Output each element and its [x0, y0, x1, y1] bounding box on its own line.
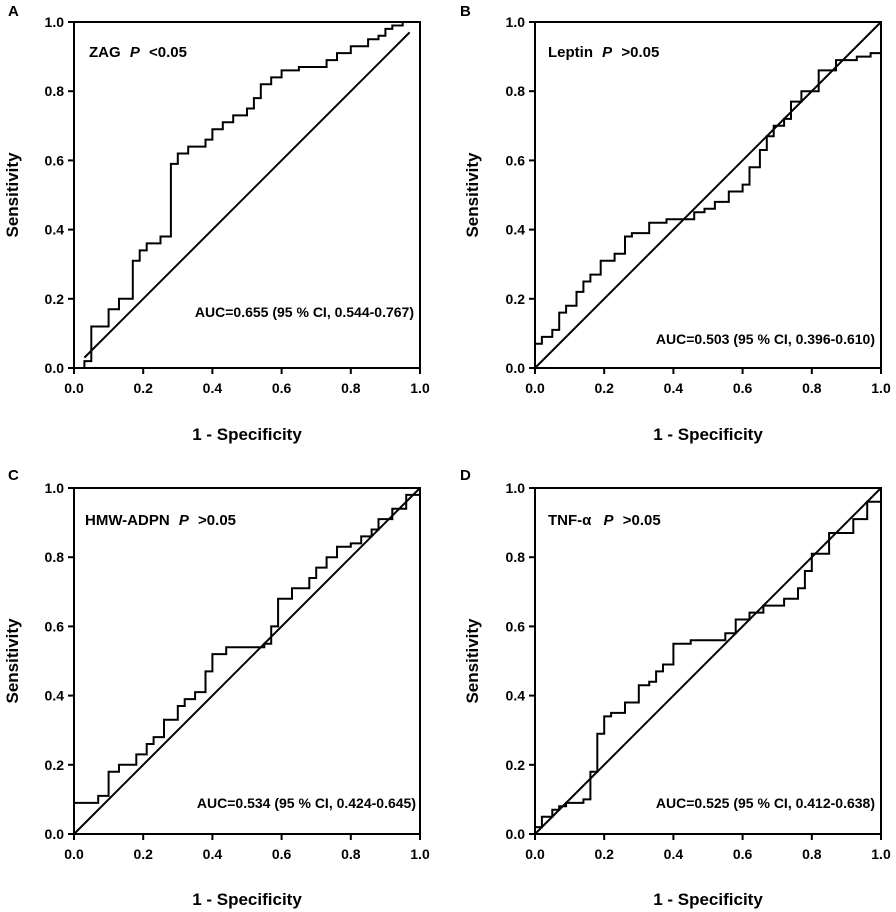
- panel-a-x-tick-label: 0.4: [203, 380, 223, 396]
- panel-c-y-tick-label: 1.0: [45, 480, 65, 496]
- panel-b-x-tick-label: 0.8: [802, 380, 822, 396]
- panel-d-y-tick-label: 0.6: [506, 618, 526, 634]
- panel-b-marker-name: Leptin: [548, 44, 593, 61]
- panel-c: C 0.0 0.2 0.4 0.6 0.8 1.0 0.0 0.2 0.4 0.6 0.8 1.0 H…: [3, 467, 430, 909]
- panel-d-y-axis-title: Sensitivity: [463, 618, 482, 704]
- panel-c-x-axis-title: 1 - Specificity: [192, 890, 302, 909]
- panel-c-plot-frame: [73, 487, 421, 835]
- panel-a-reference-line: [83, 31, 411, 359]
- panel-a-x-axis-title: 1 - Specificity: [192, 425, 302, 444]
- panel-d-x-tick-label: 1.0: [871, 846, 891, 862]
- panel-d-y-tick-label: 0.2: [506, 757, 526, 773]
- panel-d-p-label: P: [604, 512, 615, 529]
- panel-c-reference-line: [73, 487, 421, 835]
- panel-c-x-tick-label: 0.6: [272, 846, 292, 862]
- panel-c-x-tick-label: 0.8: [341, 846, 361, 862]
- panel-d: D 0.0 0.2 0.4 0.6 0.8 1.0 0.0 0.2 0.4 0.6 0.8 1.0 T…: [460, 467, 891, 909]
- panel-d-reference-line: [534, 487, 882, 835]
- panel-c-roc-curve: [73, 493, 420, 834]
- panel-c-auc-label: AUC=0.534 (95 % CI, 0.424-0.645): [197, 795, 416, 811]
- panel-b-inset-label: Leptin P >0.05: [548, 44, 659, 61]
- panel-a-letter: A: [8, 3, 19, 20]
- panel-d-y-tick-label: 0.4: [506, 688, 526, 704]
- panel-b-y-tick-label: 0.2: [506, 291, 526, 307]
- panel-b-x-tick-label: 0.6: [733, 380, 753, 396]
- panel-c-letter: C: [8, 467, 19, 484]
- panel-b-y-tick-label: 0.4: [506, 222, 526, 238]
- panel-c-x-tick-label: 0.4: [203, 846, 223, 862]
- panel-a-y-tick-label: 0.4: [45, 222, 65, 238]
- panel-d-x-tick-label: 0.8: [802, 846, 822, 862]
- panel-d-x-tick-label: 0.2: [594, 846, 614, 862]
- panel-c-x-tick-label: 0.0: [64, 846, 84, 862]
- panel-d-letter: D: [460, 467, 471, 484]
- panel-b-letter: B: [460, 3, 471, 20]
- panel-a-y-tick-label: 0.2: [45, 291, 65, 307]
- panel-b-y-tick-label: 0.6: [506, 152, 526, 168]
- panel-c-p-label: P: [179, 512, 190, 529]
- panel-c-p-value: >0.05: [198, 512, 236, 529]
- panel-a: A 0.0 0.2 0.4 0.6 0.8 1.0 0.0 0.2 0.4 0.6 0.8 1.0 Z…: [3, 3, 430, 444]
- panel-c-y-tick-label: 0.2: [45, 757, 65, 773]
- panel-b-auc-label: AUC=0.503 (95 % CI, 0.396-0.610): [656, 331, 875, 347]
- panel-a-x-tick-label: 0.2: [133, 380, 153, 396]
- panel-b-reference-line: [534, 21, 882, 369]
- panel-d-y-tick-label: 0.0: [506, 826, 526, 842]
- panel-a-x-tick-label: 0.0: [64, 380, 84, 396]
- panel-c-y-tick-label: 0.6: [45, 618, 65, 634]
- panel-c-x-tick-label: 0.2: [133, 846, 153, 862]
- panel-d-x-tick-label: 0.0: [525, 846, 545, 862]
- panel-a-p-label: P: [130, 44, 141, 61]
- panel-a-marker-name: ZAG: [89, 44, 121, 61]
- panel-d-marker-name: TNF-α: [548, 512, 592, 529]
- panel-b-y-tick-label: 1.0: [506, 14, 526, 30]
- panel-c-y-tick-label: 0.8: [45, 549, 65, 565]
- panel-d-x-axis-title: 1 - Specificity: [653, 890, 763, 909]
- panel-d-p-value: >0.05: [623, 512, 661, 529]
- panel-b-plot-frame: [534, 21, 882, 369]
- panel-a-y-tick-label: 0.8: [45, 83, 65, 99]
- panel-a-inset-label: ZAG P <0.05: [89, 44, 187, 61]
- panel-b-x-tick-label: 1.0: [871, 380, 891, 396]
- panel-b: B 0.0 0.2 0.4 0.6 0.8 1.0 0.0 0.2 0.4 0.6 0.8 1.0 L…: [460, 3, 891, 444]
- panel-c-y-tick-label: 0.0: [45, 826, 65, 842]
- panel-b-p-value: >0.05: [621, 44, 659, 61]
- panel-a-auc-label: AUC=0.655 (95 % CI, 0.544-0.767): [195, 304, 414, 320]
- panel-b-y-tick-label: 0.0: [506, 360, 526, 376]
- panel-d-y-tick-label: 1.0: [506, 480, 526, 496]
- panel-a-x-tick-label: 1.0: [410, 380, 430, 396]
- panel-b-y-axis-title: Sensitivity: [463, 152, 482, 238]
- panel-b-roc-curve: [534, 52, 881, 368]
- panel-b-x-tick-label: 0.4: [664, 380, 684, 396]
- panel-c-marker-name: HMW-ADPN: [85, 512, 170, 529]
- panel-b-y-tick-label: 0.8: [506, 83, 526, 99]
- panel-a-p-value: <0.05: [149, 44, 187, 61]
- panel-d-roc-curve: [534, 500, 881, 834]
- panel-d-plot-frame: [534, 487, 882, 835]
- panel-a-y-tick-label: 1.0: [45, 14, 65, 30]
- panel-b-x-axis-title: 1 - Specificity: [653, 425, 763, 444]
- panel-b-x-tick-label: 0.2: [594, 380, 614, 396]
- panel-a-y-tick-label: 0.0: [45, 360, 65, 376]
- panel-d-x-tick-label: 0.6: [733, 846, 753, 862]
- panel-c-x-tick-label: 1.0: [410, 846, 430, 862]
- panel-c-inset-label: HMW-ADPN P >0.05: [85, 512, 236, 529]
- panel-a-x-tick-label: 0.8: [341, 380, 361, 396]
- panel-c-y-axis-title: Sensitivity: [3, 618, 22, 704]
- panel-a-y-tick-label: 0.6: [45, 152, 65, 168]
- panel-d-x-tick-label: 0.4: [664, 846, 684, 862]
- panel-a-y-axis-title: Sensitivity: [3, 152, 22, 238]
- panel-b-x-tick-label: 0.0: [525, 380, 545, 396]
- panel-d-auc-label: AUC=0.525 (95 % CI, 0.412-0.638): [656, 795, 875, 811]
- panel-a-x-tick-label: 0.6: [272, 380, 292, 396]
- panel-b-p-label: P: [602, 44, 613, 61]
- panel-d-y-tick-label: 0.8: [506, 549, 526, 565]
- panel-a-plot-frame: [73, 21, 421, 369]
- panel-d-inset-label: TNF-α P >0.05: [548, 512, 661, 529]
- panel-c-y-tick-label: 0.4: [45, 688, 65, 704]
- panel-a-roc-curve: [83, 21, 410, 368]
